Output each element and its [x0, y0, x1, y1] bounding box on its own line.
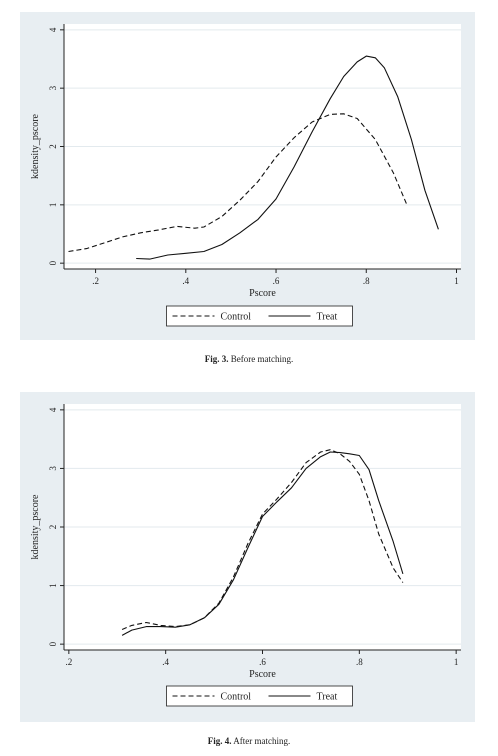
y-tick-label: 2 [48, 144, 58, 149]
x-tick-label: .6 [273, 276, 280, 286]
series-line-control [121, 449, 404, 631]
chart-before-matching: 0 1 2 3 4 .2 .4 .6 .8 1 Pscore kdensity_pscore Contr… [30, 24, 461, 327]
chart-panel-after: 0 1 2 3 4 .2 .4 .6 .8 1 Pscore kdensity_pscore Contr… [20, 392, 475, 722]
x-tick-label: .8 [363, 276, 370, 286]
legend-label-treat: Treat [317, 692, 338, 703]
legend: Control Treat [166, 305, 353, 327]
y-tick-label: 3 [48, 85, 58, 90]
y-tick-label: 0 [48, 641, 58, 646]
x-axis: .2 .4 .6 .8 1 [64, 268, 461, 286]
caption-number: Fig. 3. [204, 354, 229, 364]
x-tick-label: .6 [259, 657, 266, 667]
y-axis: 0 1 2 3 4 [48, 404, 461, 650]
y-tick-label: 1 [48, 583, 58, 588]
x-axis-title: Pscore [249, 669, 276, 680]
legend-label-control: Control [221, 692, 252, 703]
x-axis: .2 .4 .6 .8 1 [64, 649, 461, 667]
caption-number: Fig. 4. [207, 736, 232, 746]
x-tick-label: .4 [162, 657, 169, 667]
series-line-treat [136, 55, 439, 260]
y-axis: 0 1 2 3 4 [48, 24, 461, 269]
y-axis-title: kdensity_pscore [30, 113, 41, 179]
figure-caption-4: Fig. 4. After matching. [0, 736, 498, 746]
x-tick-label: .8 [356, 657, 363, 667]
caption-text: Before matching. [230, 354, 294, 364]
series-line-treat [121, 451, 404, 636]
y-tick-label: 1 [48, 203, 58, 208]
x-tick-label: .4 [182, 276, 189, 286]
x-tick-label: 1 [454, 276, 459, 286]
x-axis-title: Pscore [249, 288, 276, 299]
x-tick-label: 1 [454, 657, 459, 667]
legend-box [166, 305, 353, 327]
legend-label-treat: Treat [317, 312, 338, 323]
caption-text: After matching. [233, 736, 291, 746]
x-tick-label: .2 [65, 657, 72, 667]
y-tick-label: 3 [48, 466, 58, 471]
y-tick-label: 4 [48, 407, 58, 412]
y-tick-label: 0 [48, 260, 58, 265]
legend-label-control: Control [221, 312, 252, 323]
legend: Control Treat [166, 685, 353, 707]
legend-box [166, 685, 353, 707]
y-tick-label: 2 [48, 525, 58, 530]
chart-panel-before: 0 1 2 3 4 .2 .4 .6 .8 1 Pscore kdensity_pscore Contr… [20, 12, 475, 340]
y-axis-title: kdensity_pscore [30, 494, 41, 560]
y-tick-label: 4 [48, 27, 58, 32]
x-tick-label: .2 [92, 276, 99, 286]
chart-after-matching: 0 1 2 3 4 .2 .4 .6 .8 1 Pscore kdensity_pscore Contr… [30, 404, 461, 707]
figure-caption-3: Fig. 3. Before matching. [0, 354, 498, 364]
